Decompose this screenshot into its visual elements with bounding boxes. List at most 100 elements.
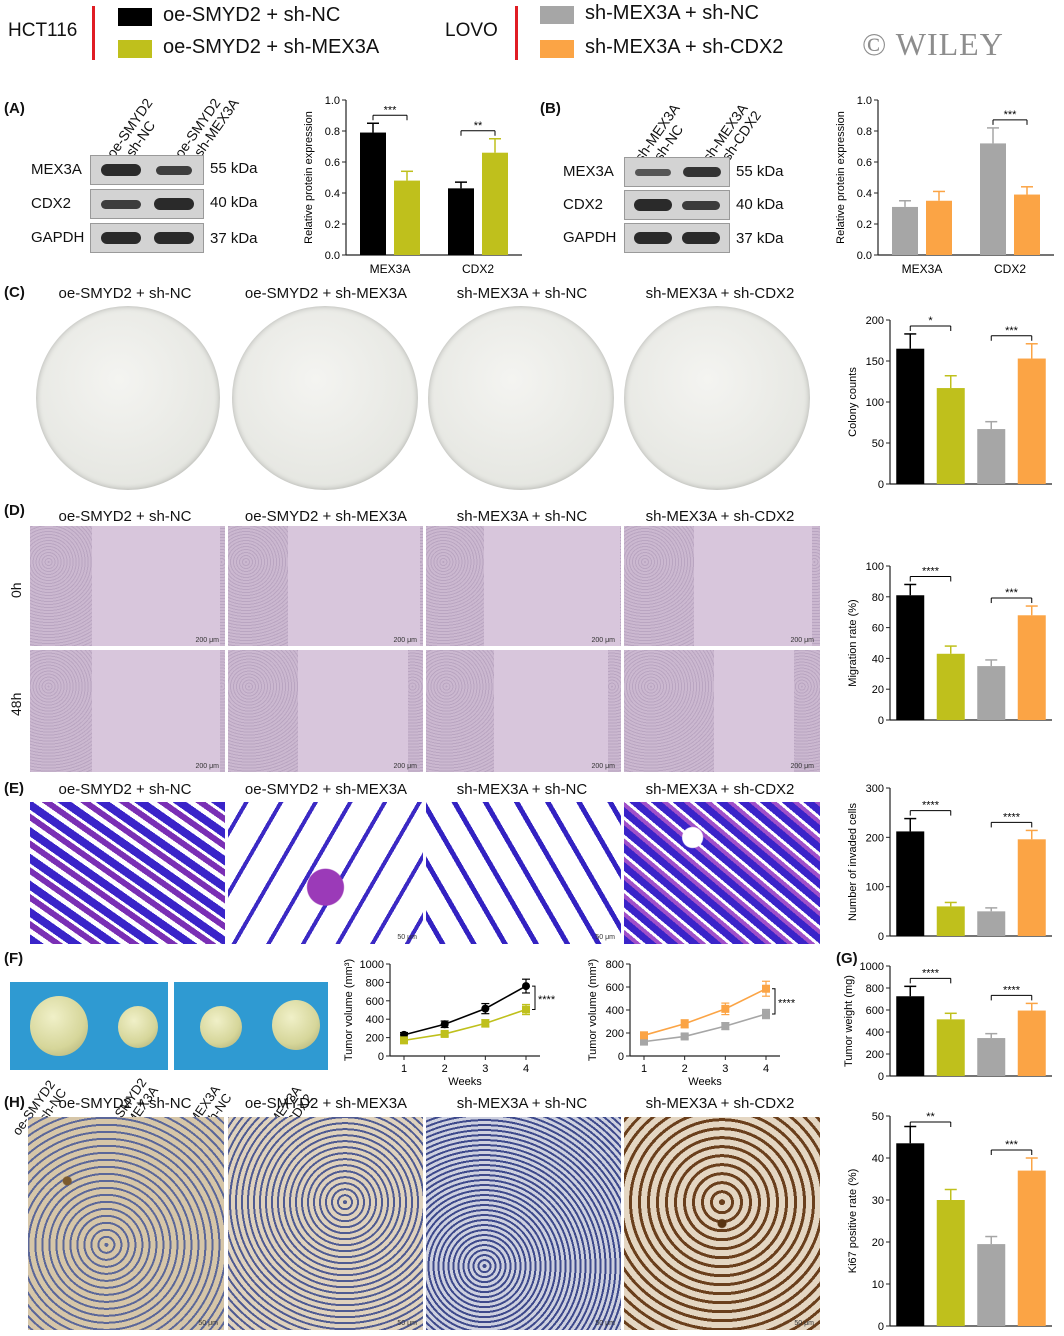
ihc-image: 50 μm [624,1117,820,1330]
y-tick-label: 0.2 [857,219,872,231]
wound-image: 200 μm [228,650,423,772]
y-axis-title: Number of invaded cells [847,803,859,922]
wiley-watermark: © WILEY [862,26,1004,62]
bar [980,143,1006,255]
group-header: oe-SMYD2 + sh-MEX3A [244,1095,408,1112]
x-tick-label: 4 [763,1063,769,1075]
sig-bracket [532,985,536,1011]
y-tick-label: 100 [866,882,884,894]
y-tick-label: 100 [866,397,884,409]
y-tick-label: 800 [606,959,624,971]
y-tick-label: 1000 [360,959,384,971]
data-point [762,984,770,993]
legend-swatch-black [118,8,152,26]
bar [977,666,1006,720]
y-tick-label: 600 [606,982,624,994]
ihc-image: 50 μm [426,1117,621,1330]
y-tick-label: 20 [872,1237,884,1249]
blot-size-label: 40 kDa [736,196,784,213]
bar [1017,615,1046,720]
bar [896,1143,925,1326]
blot-strip-cdx2 [624,190,730,220]
y-tick-label: 80 [872,592,884,604]
y-axis-title: Relative protein expression [303,111,315,244]
bar [977,429,1006,484]
wound-image: 200 μm [426,526,621,646]
sig-label: *** [1004,109,1018,121]
scale-bar: 200 μm [790,763,815,770]
y-tick-label: 1.0 [857,95,872,107]
x-tick-label: 4 [523,1063,529,1075]
y-axis-title: Tumor volume (mm³) [343,959,355,1061]
scale-bar: 50 μm [595,1320,615,1327]
legend-divider [515,6,518,60]
group-header: oe-SMYD2 + sh-MEX3A [244,781,408,798]
panel-label-e: (E) [4,780,24,797]
legend-group-lovo: LOVO [445,20,498,41]
chart-invaded-cells: 0 100 200 300 Number of invaded cells **** ***… [847,783,1052,943]
blot-size-label: 37 kDa [210,230,258,247]
blot-size-label: 55 kDa [210,160,258,177]
sig-label: **** [778,997,796,1009]
y-tick-label: 800 [866,983,884,995]
y-tick-label: 600 [866,1005,884,1017]
data-point [680,1019,689,1028]
x-tick-label: 3 [482,1063,488,1075]
x-tick-label: CDX2 [462,262,494,276]
series-line [643,1013,767,1043]
panel-label-f: (F) [4,950,24,967]
data-point [762,1010,770,1019]
legend-label: sh-MEX3A + sh-CDX2 [585,36,784,58]
series-line [643,988,767,1037]
scale-bar: 50 μm [198,1320,218,1327]
data-point [481,1019,490,1028]
data-point [440,1029,449,1038]
x-tick-label: 1 [641,1063,647,1075]
scale-bar: 50 μm [595,934,615,941]
y-tick-label: 0.6 [857,157,872,169]
panel-label-c: (C) [4,284,25,301]
y-tick-label: 300 [866,783,884,795]
scale-bar: 200 μm [393,763,418,770]
data-point [440,1020,449,1029]
panel-label-g: (G) [836,950,858,967]
y-tick-label: 200 [866,832,884,844]
bar [1014,194,1040,255]
chart-tumor-volume-hct116: 0 200 400 600 800 1000 Tumor volume (mm³) 1 2 3 4 W… [343,959,556,1086]
bar [936,1200,965,1326]
sig-label: *** [1005,325,1019,337]
data-point [640,1037,648,1046]
sig-label: ** [926,1111,935,1123]
legend-divider [92,6,95,60]
group-header: oe-SMYD2 + sh-MEX3A [244,285,408,302]
bar [1017,1010,1046,1076]
chart-protein-expression-hct116: 0.0 0.2 0.4 0.6 0.8 1.0 Relative protein expre… [303,95,522,276]
blot-strip-mex3a [90,155,204,185]
chart-protein-expression-lovo: 0.0 0.2 0.4 0.6 0.8 1.0 Relative protein expre… [835,95,1054,276]
group-header: sh-MEX3A + sh-NC [456,1095,588,1112]
y-tick-label: 400 [606,1005,624,1017]
bar [1017,358,1046,484]
group-header: sh-MEX3A + sh-CDX2 [645,1095,795,1112]
sig-label: ** [474,120,483,132]
x-axis-title: Weeks [688,1076,722,1086]
ihc-image: 50 μm [228,1117,423,1330]
y-tick-label: 40 [872,653,884,665]
y-tick-label: 0.0 [325,250,340,262]
y-tick-label: 150 [866,356,884,368]
x-tick-label: MEX3A [902,262,943,276]
scale-bar: 200 μm [195,763,220,770]
x-tick-label: 2 [682,1063,688,1075]
blot-protein-label: CDX2 [563,196,604,213]
data-point [400,1036,408,1045]
blot-protein-label: GAPDH [563,229,617,246]
sig-label: **** [1003,811,1021,823]
group-header: oe-SMYD2 + sh-NC [58,285,192,302]
invasion-image: 50 μm [426,802,621,944]
sig-label: **** [538,994,556,1006]
y-tick-label: 200 [866,1049,884,1061]
sig-label: *** [384,104,398,116]
bar [896,595,925,720]
scale-bar: 200 μm [790,637,815,644]
